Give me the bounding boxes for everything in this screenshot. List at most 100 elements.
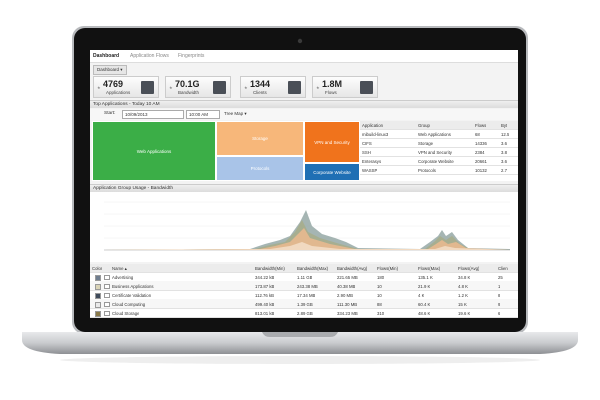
column-header: Bandwidth(Min)	[255, 266, 285, 271]
panel-header: Application Group Usage - Bandwidth	[90, 184, 518, 192]
camera	[297, 38, 303, 44]
table-cell: 221.65 MB	[337, 274, 358, 280]
table-cell: WASSP	[362, 167, 378, 173]
table-cell: 8	[498, 292, 501, 298]
table-cell: 34.8 K	[458, 274, 471, 280]
table-cell: Business Applications	[112, 283, 154, 289]
table-cell: 3.6	[501, 140, 507, 146]
kpi-star: ★	[97, 85, 101, 90]
table-cell: 3.6	[501, 158, 507, 164]
checkbox[interactable]	[104, 301, 110, 307]
treemap-cell: Corporate Website	[304, 163, 360, 181]
table-row: WASSP Protocols 10132 2.7	[360, 165, 518, 175]
breadcrumb[interactable]: Dashboard ▾	[93, 65, 127, 75]
kpi-card[interactable]: ★ 4769 Applications	[93, 76, 159, 98]
column-header: Name ▴	[112, 266, 127, 271]
table-cell: 2.7	[501, 167, 507, 173]
table-cell: 4.8 K	[458, 283, 469, 289]
table-cell: 25	[498, 274, 503, 280]
checkbox[interactable]	[104, 292, 110, 298]
column-header: Group	[418, 123, 430, 128]
table-cell: 813.01 kB	[255, 310, 275, 316]
column-header: Flows(Avg)	[458, 266, 480, 271]
kpi-icon	[288, 81, 301, 94]
view-dropdown[interactable]: Tree Map ▾	[224, 111, 247, 116]
screen: Dashboard Application Flows Fingerprints…	[90, 50, 518, 318]
color-swatch	[95, 292, 101, 299]
column-header: Bandwidth(Max)	[297, 266, 329, 271]
table-cell: Web Applications	[418, 131, 451, 137]
table-cell: 9	[498, 301, 501, 307]
kpi-label: Bandwidth	[178, 90, 200, 95]
tab[interactable]: Application Flows	[130, 53, 169, 59]
table-cell: 2.89 GB	[297, 310, 313, 316]
kpi-star: ★	[316, 85, 320, 90]
table-cell: Protocols	[418, 167, 436, 173]
shadow	[60, 356, 540, 364]
table-cell: 180	[377, 274, 385, 280]
table-cell: 4 K	[418, 292, 425, 298]
kpi-card[interactable]: ★ 70.1G Bandwidth	[165, 76, 231, 98]
table-cell: 1	[498, 283, 501, 289]
checkbox[interactable]	[104, 283, 110, 289]
table-cell: 173.87 kB	[255, 283, 275, 289]
table-cell: 10	[377, 292, 382, 298]
table-cell: 135.1 K	[418, 274, 433, 280]
table-cell: SSH	[362, 149, 371, 155]
table-cell: 310	[377, 310, 385, 316]
table-cell: 10	[377, 283, 382, 289]
tab[interactable]: Fingerprints	[178, 53, 205, 59]
table-cell: 243.38 MB	[297, 283, 318, 289]
base	[22, 332, 578, 354]
table-cell: VPN and Security	[418, 149, 452, 155]
table-cell: Enterasys	[362, 158, 382, 164]
area-chart	[90, 192, 518, 262]
kpi-card[interactable]: ★ 1344 Clients	[240, 76, 306, 98]
treemap-cell: Web Applications	[92, 121, 216, 181]
table-cell: 111.30 MB	[337, 301, 358, 307]
column-header: Flows	[475, 123, 487, 128]
table-cell: mibuild-linux3	[362, 131, 389, 137]
color-swatch	[95, 301, 101, 308]
column-header: Flows(Max)	[418, 266, 441, 271]
table-row: Cloud Computing 499.40 kB 1.39 GB 111.30 MB…	[90, 299, 518, 309]
tab[interactable]: Dashboard	[93, 53, 120, 59]
table-cell: 15 K	[458, 301, 467, 307]
table-cell: 60.4 K	[418, 301, 431, 307]
column-header: Color	[92, 266, 103, 271]
table-cell: Storage	[418, 140, 434, 146]
kpi-card[interactable]: ★ 1.8M Flows	[312, 76, 378, 98]
kpi-value: 1.8M	[322, 79, 343, 89]
time-input[interactable]: 10:00 AM	[186, 110, 220, 119]
kpi-icon	[213, 81, 226, 94]
kpi-label: Clients	[253, 90, 267, 95]
table-row: CIFS Storage 14336 3.6	[360, 138, 518, 148]
table-cell: Corporate Website	[418, 158, 454, 164]
toolbar	[90, 109, 518, 120]
table-cell: 2384	[475, 149, 485, 155]
table-row: mibuild-linux3 Web Applications 68 12.5	[360, 129, 518, 139]
kpi-label: Applications	[106, 90, 131, 95]
column-header: Byt	[501, 123, 508, 128]
date-input[interactable]: 10/09/2013	[122, 110, 184, 119]
column-header: Bandwidth(Avg)	[337, 266, 368, 271]
table-cell: Advertising	[112, 274, 134, 280]
kpi-icon	[360, 81, 373, 94]
checkbox[interactable]	[104, 310, 110, 316]
table-cell: 344.22 kB	[255, 274, 275, 280]
usage-table: Color Name ▴ Bandwidth(Min) Bandwidth(Max) B…	[90, 264, 518, 318]
area	[104, 242, 510, 250]
table-cell: 112.76 kB	[255, 292, 275, 298]
kpi-star: ★	[244, 85, 248, 90]
table-cell: 6	[498, 310, 501, 316]
table-cell: 1.39 GB	[297, 301, 313, 307]
checkbox[interactable]	[104, 274, 110, 280]
tab-bar	[90, 50, 518, 63]
table-header: Application Group Flows Byt	[360, 121, 518, 130]
column-header: Flows(Min)	[377, 266, 399, 271]
treemap-cell: VPN and Security	[304, 121, 360, 163]
area	[104, 228, 510, 250]
table-row: SSH VPN and Security 2384 3.8	[360, 147, 518, 157]
table-row: Enterasys Corporate Website 20661 3.6	[360, 156, 518, 166]
